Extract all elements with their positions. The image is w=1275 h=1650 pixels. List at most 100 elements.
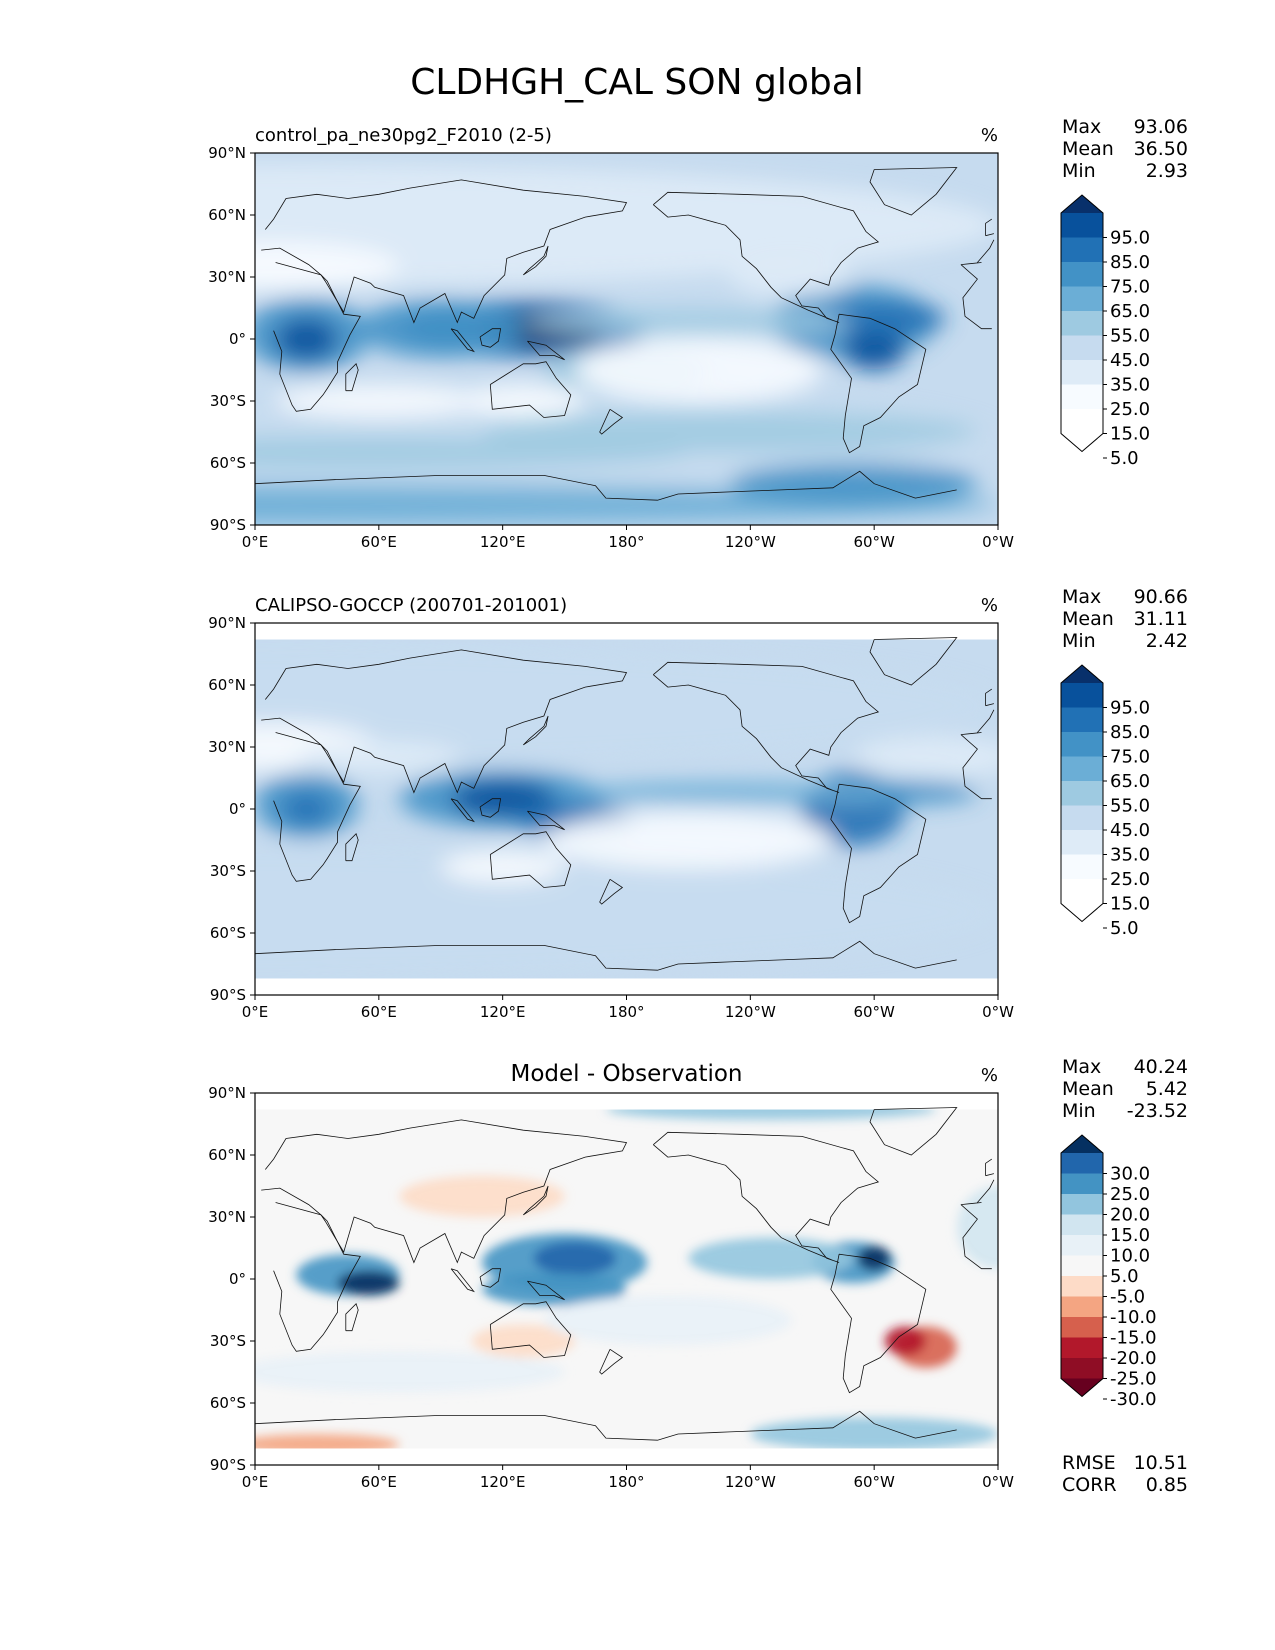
lon-tick-label: 120°W: [725, 533, 776, 551]
lat-tick-label: 60°N: [208, 1146, 246, 1164]
colorbar-tick-label: 45.0: [1110, 820, 1150, 841]
lat-tick-label: 30°N: [208, 1208, 246, 1226]
colorbar-swatch: [1061, 756, 1103, 782]
coastline-uk: [985, 1158, 994, 1177]
lat-tick-label: 90°S: [210, 516, 246, 534]
lat-tick-label: 60°N: [208, 676, 246, 694]
field-blob: [337, 1270, 400, 1296]
colorbar-swatch: [1061, 781, 1103, 806]
colorbar-tick-label: 55.0: [1110, 326, 1150, 347]
field-blobs: [255, 163, 998, 525]
lon-tick-label: 0°E: [242, 533, 269, 551]
field-blob: [857, 1245, 891, 1271]
coastline-eurasia: [261, 1119, 995, 1264]
field-blob: [729, 463, 978, 505]
field-blob: [255, 241, 400, 292]
stat-label: Max: [1062, 1056, 1101, 1078]
coastline-antarctica: [255, 940, 957, 971]
stat-label: Max: [1062, 116, 1101, 138]
stat-label: Mean: [1062, 608, 1114, 630]
coastline-uk: [985, 218, 994, 237]
units-label: %: [981, 125, 998, 146]
colorbar: 95.0 85.0 75.0 65.0 55.0 45.0 35.0 25.0 15.0 5.0: [1060, 664, 1150, 939]
lon-tick-label: 120°E: [480, 1473, 526, 1491]
lat-tick-label: 30°N: [208, 268, 246, 286]
coastline-borneo: [479, 328, 502, 348]
field-blob: [275, 318, 338, 360]
lon-tick-label: 60°E: [361, 533, 397, 551]
colorbar-tick-label: 5.0: [1110, 448, 1139, 469]
stat-label: Min: [1062, 630, 1096, 652]
coastline-japan: [523, 1185, 549, 1216]
stat-label: Min: [1062, 1100, 1096, 1122]
colorbar-swatch: [1061, 732, 1103, 757]
colorbar-tick-label: 10.0: [1110, 1246, 1150, 1267]
lon-tick-label: 120°E: [480, 1003, 526, 1021]
stat-value: -23.52: [1127, 1100, 1188, 1122]
field-blob: [255, 643, 998, 768]
colorbar-swatch: [1061, 830, 1103, 855]
lat-tick-label: 90°S: [210, 1456, 246, 1474]
field-blob: [482, 411, 978, 453]
colorbar-tick-label: 25.0: [1110, 869, 1150, 890]
coastline-madagascar: [345, 363, 359, 392]
coastline-samerica: [830, 783, 927, 924]
lat-tick-label: 60°S: [210, 924, 246, 942]
stat-value: 31.11: [1134, 608, 1188, 630]
coastline-japan: [523, 245, 549, 276]
colorbar-tick-label: -5.0: [1110, 1287, 1145, 1308]
colorbar-tick-label: -15.0: [1110, 1328, 1157, 1349]
colorbar-swatch: [1061, 1153, 1103, 1174]
field-blob: [523, 310, 854, 335]
colorbar-swatch: [1061, 1337, 1103, 1359]
colorbar-extend-bottom: [1061, 1378, 1103, 1397]
lon-tick-label: 120°E: [480, 533, 526, 551]
coastline-uk: [985, 688, 994, 707]
colorbar-tick-label: 15.0: [1110, 424, 1150, 445]
stat-label: Mean: [1062, 1078, 1114, 1100]
colorbar-tick-label: 5.0: [1110, 918, 1139, 939]
coastline-newzealand: [599, 878, 624, 905]
no-data-band-south: [255, 1448, 998, 1465]
coastline-newguinea: [527, 1280, 565, 1301]
lon-tick-label: 180°: [608, 533, 644, 551]
footer-stat-label: CORR: [1062, 1474, 1117, 1496]
lon-tick-label: 60°W: [853, 1003, 895, 1021]
field-blob: [440, 850, 565, 884]
coastline-madagascar: [345, 1303, 359, 1332]
panel-3: 0°E 60°E 120°E 180° 120°W 60°W 0°W 90°N 60°N 30°N…: [208, 1056, 1188, 1496]
colorbar-swatch: [1061, 237, 1103, 263]
colorbar-swatch: [1061, 1255, 1103, 1277]
coastline-antarctica: [255, 470, 957, 501]
lat-tick-label: 0°: [229, 1270, 246, 1288]
colorbar-swatch: [1061, 360, 1103, 385]
lon-tick-label: 60°E: [361, 1473, 397, 1491]
lon-tick-label: 120°W: [725, 1473, 776, 1491]
lat-tick-label: 30°S: [210, 862, 246, 880]
coastlines: [255, 167, 995, 501]
colorbar-tick-label: -20.0: [1110, 1348, 1157, 1369]
lon-tick-label: 60°W: [853, 533, 895, 551]
colorbar-swatch: [1061, 335, 1103, 361]
field-blob: [853, 736, 998, 778]
colorbar-swatch: [1061, 1317, 1103, 1338]
lon-tick-label: 0°W: [982, 1473, 1014, 1491]
panel-title: CALIPSO-GOCCP (200701-201001): [255, 595, 567, 616]
field-blob: [729, 256, 854, 298]
colorbar-tick-label: 35.0: [1110, 375, 1150, 396]
lon-tick-label: 0°W: [982, 533, 1014, 551]
coastline-borneo: [479, 798, 502, 818]
coastline-antarctica: [255, 1410, 957, 1441]
field-blob: [543, 811, 833, 869]
colorbar-tick-label: 85.0: [1110, 722, 1150, 743]
colorbar-tick-label: 75.0: [1110, 277, 1150, 298]
field-blob: [281, 792, 332, 826]
colorbar: 95.0 85.0 75.0 65.0 55.0 45.0 35.0 25.0 15.0 5.0: [1060, 194, 1150, 469]
colorbar-extend-top: [1061, 1135, 1103, 1153]
units-label: %: [981, 1065, 998, 1086]
lat-tick-label: 60°S: [210, 1394, 246, 1412]
lat-tick-label: 0°: [229, 800, 246, 818]
colorbar-tick-label: -25.0: [1110, 1369, 1157, 1390]
panel-title: control_pa_ne30pg2_F2010 (2-5): [255, 125, 552, 146]
panel-2: 0°E 60°E 120°E 180° 120°W 60°W 0°W 90°N 60°N 30°N…: [208, 586, 1188, 1021]
